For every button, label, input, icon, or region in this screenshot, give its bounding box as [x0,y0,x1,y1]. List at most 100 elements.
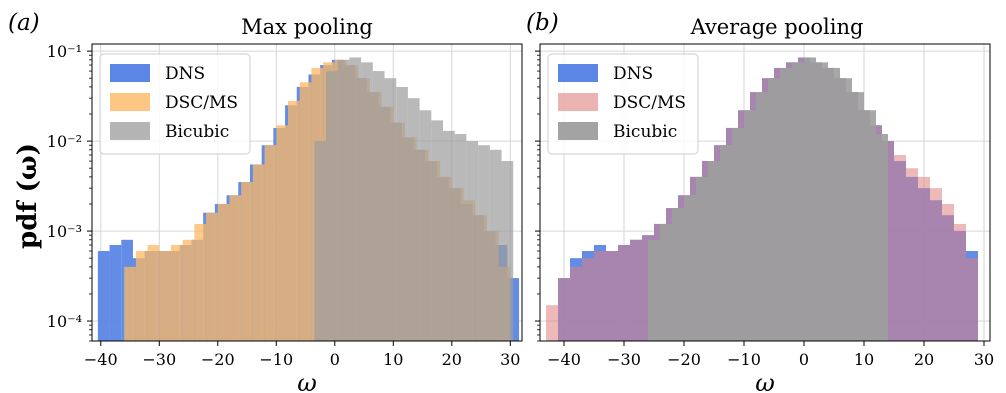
bar-dsc-ms [630,239,642,341]
bar-dsc-ms [252,164,265,341]
bar-dsc-ms [918,176,930,341]
bar-bicubic [732,127,744,341]
bar-bicubic [852,92,864,341]
x-tick-label: 30 [974,350,994,369]
legend-swatch [558,93,598,111]
x-axis-label: ω [297,369,317,393]
bar-dsc-ms [147,245,160,341]
bar-dsc-ms [124,266,136,341]
panel-b-plot: −40 −30 −20 −10 0 10 20 30 ω DNS DSC/MS Bicubic [535,43,994,393]
legend-swatch [110,64,150,82]
bars [97,57,520,341]
x-tick-label: 0 [799,350,809,369]
bar-bicubic [816,62,828,341]
legend: DNS DSC/MS Bicubic [99,53,251,155]
bar-bicubic [828,67,840,341]
bar-bicubic [696,176,708,341]
bar-dsc-ms [241,182,253,341]
panel-a-title: Max pooling [241,15,373,39]
y-tick-label: 10⁻¹ [47,42,82,61]
bar-bicubic [384,78,397,341]
x-tick-label: −10 [727,350,761,369]
bar-bicubic [684,195,696,341]
x-tick-label: −30 [142,350,176,369]
y-tick-label: 10⁻³ [47,222,82,241]
bar-dsc-ms [906,168,918,341]
bar-bicubic [489,149,502,341]
x-tick-label: −20 [201,350,235,369]
x-tick-label: 20 [442,350,462,369]
x-tick-label: −40 [84,350,118,369]
legend-label: Bicubic [165,122,229,142]
bar-bicubic [501,161,514,341]
bar-dsc-ms [206,212,218,341]
bar-bicubic [478,145,490,341]
bar-dsc-ms [930,188,942,341]
bar-bicubic [840,78,852,341]
legend-label: DNS [165,64,205,84]
legend-swatch [558,64,598,82]
bar-bicubic [864,110,876,341]
panel-b-title: Average pooling [690,15,864,39]
bar-bicubic [768,78,780,341]
x-tick-label: 20 [914,350,934,369]
bar-dsc-ms [546,305,558,341]
bar-dsc-ms [276,125,288,341]
x-tick-label: −30 [607,350,641,369]
x-tick-label: 0 [330,350,340,369]
bar-bicubic [454,133,467,341]
x-tick-label: −20 [667,350,701,369]
bar-dsc-ms [182,239,195,341]
bar-bicubic [720,145,732,341]
bar-dsc-ms [558,278,570,341]
bar-dsc-ms [894,155,906,341]
plot-frame [91,43,523,342]
x-tick-label: −10 [259,350,293,369]
bar-bicubic [792,62,804,341]
legend-label: DSC/MS [613,93,686,113]
x-tick-label: 10 [854,350,874,369]
bar-bicubic [419,110,432,341]
bar-dsc-ms [618,245,630,341]
bar-dsc-ms [217,203,230,341]
legend-label: DNS [613,64,653,84]
panel-a-letter: (a) [8,10,40,36]
bar-dsc-ms [299,82,312,341]
bars [546,57,978,341]
bar-bicubic [780,67,792,341]
bar-bicubic [337,59,350,341]
x-tick-label: −40 [547,350,581,369]
bar-dsc-ms [159,251,171,341]
legend-swatch [110,122,150,140]
bar-dsc-ms [954,223,966,341]
plot-frame [539,43,991,342]
y-axis-label: pdf (ω) [13,143,43,249]
bar-dsc-ms [194,223,207,341]
bar-bicubic [361,62,373,341]
bar-bicubic [744,110,756,341]
bar-bicubic [648,239,660,341]
bar-bicubic [372,71,385,341]
bar-dsc-ms [942,203,954,341]
bar-dsc-ms [264,145,277,341]
bar-dsc-ms [966,258,978,341]
bar-dsc-ms [606,251,618,341]
bar-bicubic [804,57,816,341]
y-tick-label: 10⁻² [47,132,82,151]
bar-dsc-ms [287,100,300,341]
bar-dsc-ms [570,266,582,341]
bar-dsc-ms [594,251,606,341]
bar-dsc-ms [135,251,148,341]
x-tick-label: 10 [383,350,403,369]
bar-bicubic [396,86,408,341]
legend-swatch [558,122,598,140]
bar-bicubic [326,71,338,341]
bar-dsc-ms [582,258,594,341]
y-tick-label: 10⁻⁴ [47,312,82,331]
bar-bicubic [660,223,672,341]
legend-label: DSC/MS [165,93,238,113]
bar-bicubic [672,208,684,341]
bar-bicubic [876,133,888,341]
panel-b-letter: (b) [526,10,559,36]
